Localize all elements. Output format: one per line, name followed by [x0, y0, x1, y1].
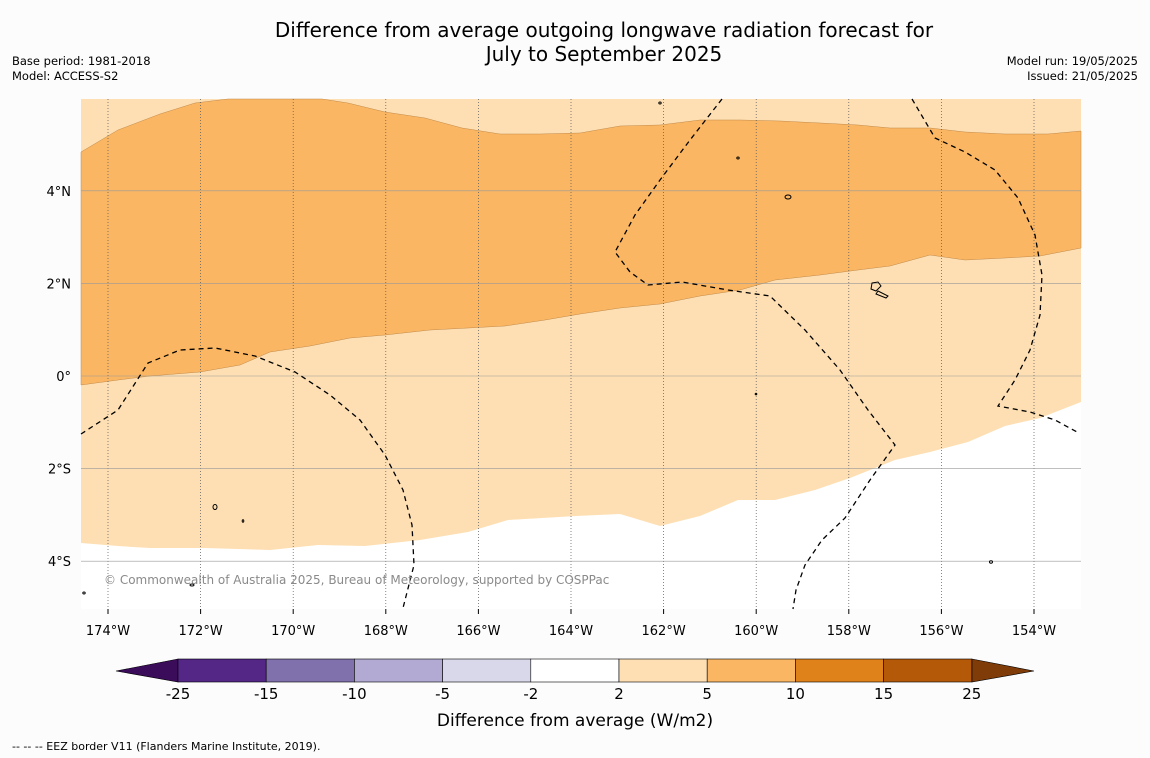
colorbar-tick-label: 15 [874, 685, 893, 703]
colorbar-arrow-min [115, 658, 179, 683]
island [870, 281, 882, 292]
model-label: Model: ACCESS-S2 [12, 69, 119, 83]
x-tick-label: 158°W [827, 624, 871, 639]
colorbar-box [706, 658, 796, 683]
x-tick-label: 174°W [86, 624, 130, 639]
colorbar-box [618, 658, 708, 683]
y-tick-label: 2°S [48, 463, 71, 478]
y-tick-label: 2°N [47, 277, 72, 292]
map-title: Difference from average outgoing longwav… [0, 18, 1150, 66]
y-tick-label: 4°S [48, 555, 71, 570]
colorbar-tick-label: -10 [342, 685, 367, 703]
colorbar-box [795, 658, 884, 683]
colorbar-tick-label: 10 [786, 685, 805, 703]
colorbar-boxes [177, 658, 973, 683]
colorbar-tick-label: 25 [962, 685, 981, 703]
eez-border-east [911, 98, 1078, 433]
colorbar-tick-label: 2 [614, 685, 624, 703]
colorbar-tick-label: 5 [702, 685, 712, 703]
run-info: Model run: 19/05/2025 Issued: 21/05/2025 [1007, 54, 1138, 84]
colorbar-labels: -25 -15 -10 -5 -2 2 5 10 15 25 [166, 685, 982, 703]
islands [82, 101, 993, 595]
map-panel: © Commonwealth of Australia 2025, Bureau… [80, 98, 1082, 610]
base-info: Base period: 1981-2018 Model: ACCESS-S2 [12, 54, 151, 84]
y-tick-label: 4°N [47, 185, 72, 200]
colorbar-box [530, 658, 620, 683]
colorbar-tick-label: -25 [166, 685, 191, 703]
x-tick-label: 162°W [642, 624, 686, 639]
x-tick-label: 154°W [1012, 624, 1056, 639]
colorbar-tick-label: -15 [254, 685, 279, 703]
issued-label: Issued: 21/05/2025 [1027, 69, 1138, 83]
x-tick-label: 168°W [364, 624, 408, 639]
y-axis: 4°N 2°N 0° 2°S 4°S [47, 185, 72, 570]
island [754, 392, 758, 396]
island [212, 504, 218, 510]
island [241, 519, 245, 523]
colorbar-box [265, 658, 355, 683]
gridlines [81, 99, 1081, 609]
copyright-notice: © Commonwealth of Australia 2025, Bureau… [104, 573, 609, 587]
model-run-label: Model run: 19/05/2025 [1006, 54, 1138, 68]
x-tick-label: 166°W [456, 624, 500, 639]
island [989, 560, 993, 564]
x-axis: 174°W 172°W 170°W 168°W 166°W 164°W 162°W 160°W… [86, 609, 1056, 639]
colorbar-box [354, 658, 443, 683]
colorbar: -25 -15 -10 -5 -2 2 5 10 15 25 Difference from av… [115, 658, 1035, 731]
x-tick-label: 172°W [179, 624, 223, 639]
x-tick-label: 164°W [549, 624, 593, 639]
colorbar-box [177, 658, 267, 683]
anomaly-region-medium [80, 98, 1082, 386]
eez-borders [80, 98, 1078, 610]
colorbar-tick-label: -5 [435, 685, 450, 703]
base-period-label: Base period: 1981-2018 [12, 54, 151, 68]
island [784, 194, 792, 200]
island [658, 101, 662, 105]
eez-border-central [614, 98, 896, 610]
y-tick-label: 0° [56, 370, 71, 385]
island [875, 290, 889, 299]
colorbar-tick-label: -2 [523, 685, 538, 703]
island [736, 156, 740, 160]
x-tick-label: 160°W [734, 624, 778, 639]
title-line-2: July to September 2025 [485, 42, 723, 66]
x-tick-label: 156°W [919, 624, 963, 639]
colorbar-arrow-max [971, 658, 1035, 683]
island [189, 583, 195, 587]
colorbar-title: Difference from average (W/m2) [437, 711, 713, 731]
title-line-1: Difference from average outgoing longwav… [274, 18, 934, 42]
eez-border-west [80, 347, 415, 609]
island [82, 591, 86, 595]
eez-footnote: -- -- -- EEZ border V11 (Flanders Marine… [12, 740, 321, 753]
colorbar-box [883, 658, 973, 683]
x-tick-label: 170°W [271, 624, 315, 639]
colorbar-box [442, 658, 532, 683]
